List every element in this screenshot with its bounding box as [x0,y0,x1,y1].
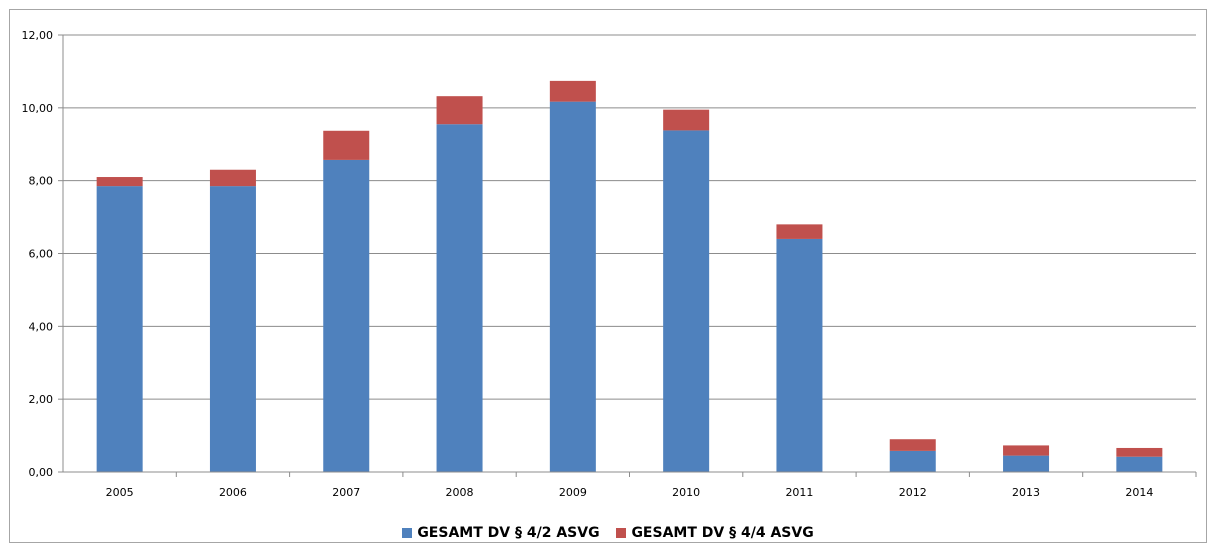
bar-2009-series-2 [549,80,596,102]
bar-2009-series-1 [549,101,596,472]
y-tick-labels: 0,00 2,00 4,00 6,00 8,00 10,00 12,00 [22,29,54,479]
bar-2012-series-1 [889,450,936,472]
bar-2007-series-1 [323,159,370,472]
bar-2005-series-2 [96,177,143,187]
x-tick-label: 2013 [1012,486,1040,499]
x-tick-label: 2008 [446,486,474,499]
x-tick-label: 2011 [785,486,813,499]
x-tick-label: 2006 [219,486,247,499]
bar-2014-series-1 [1116,456,1163,472]
bar-2007-series-2 [323,130,370,160]
y-tick-label: 8,00 [29,175,54,188]
bar-2013-series-1 [1003,455,1050,472]
bar-2010-series-2 [663,109,710,131]
x-tick-labels: 2005 2006 2007 2008 2009 2010 2011 2012 2013 2014 [106,486,1154,499]
x-tick-label: 2007 [332,486,360,499]
y-tick-label: 6,00 [29,248,54,261]
bar-2013-series-2 [1003,445,1050,456]
legend-item-series-2: GESAMT DV § 4/4 ASVG [616,525,814,541]
axes [62,35,1196,473]
bar-2014-series-2 [1116,447,1163,457]
x-tick-label: 2005 [106,486,134,499]
bar-2008-series-2 [436,96,483,125]
y-tick-label: 0,00 [29,466,54,479]
bar-2011-series-1 [776,238,823,472]
legend-label-series-1: GESAMT DV § 4/2 ASVG [417,525,600,541]
x-tick-label: 2012 [899,486,927,499]
bar-2005-series-1 [96,186,143,473]
bars [96,80,1163,473]
y-tick-label: 10,00 [22,102,54,115]
bar-2012-series-2 [889,439,936,451]
x-tick-label: 2010 [672,486,700,499]
y-tick-label: 4,00 [29,320,54,333]
legend-label-series-2: GESAMT DV § 4/4 ASVG [631,525,814,541]
bar-2006-series-2 [209,169,256,187]
bar-2006-series-1 [209,186,256,473]
y-tick-label: 12,00 [22,29,54,42]
legend-swatch-series-1 [402,528,413,538]
legend-swatch-series-2 [616,528,627,538]
y-tick-label: 2,00 [29,393,54,406]
legend-item-series-1: GESAMT DV § 4/2 ASVG [402,525,600,541]
x-tick-label: 2009 [559,486,587,499]
bar-2011-series-2 [776,224,823,239]
x-tick-label: 2014 [1125,486,1153,499]
bar-2010-series-1 [663,130,710,472]
legend: GESAMT DV § 4/2 ASVG GESAMT DV § 4/4 ASV… [0,525,1216,542]
bar-2008-series-1 [436,124,483,473]
